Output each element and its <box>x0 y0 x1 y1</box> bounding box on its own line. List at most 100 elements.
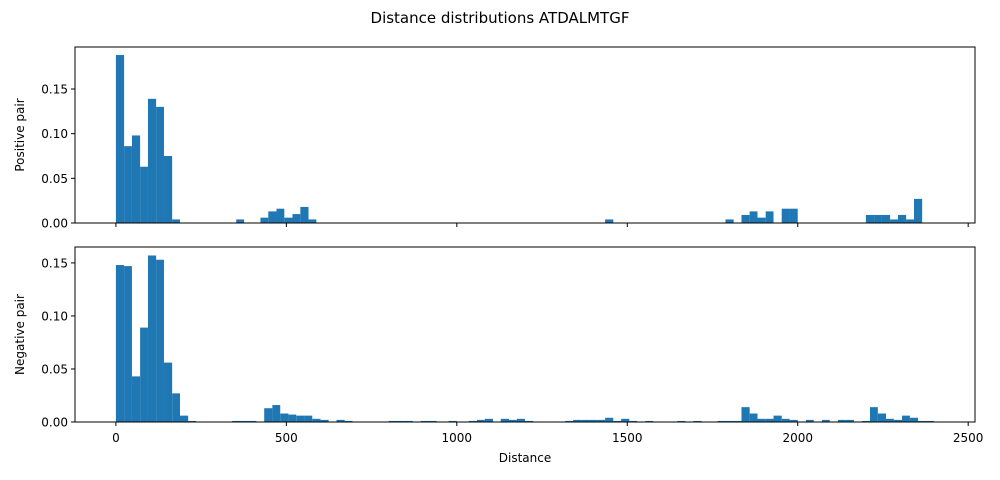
histogram-bar <box>781 208 790 223</box>
histogram-bar <box>396 420 405 422</box>
histogram-bar <box>336 419 345 422</box>
histogram-bar <box>605 417 614 422</box>
y-tick-label: 0.10 <box>41 309 68 323</box>
x-tick-label: 1000 <box>442 431 473 445</box>
histogram-bar <box>693 420 702 422</box>
histogram-bar <box>717 420 726 422</box>
histogram-bar <box>918 420 926 422</box>
histogram-bar <box>147 98 157 223</box>
histogram-bars <box>115 55 923 224</box>
histogram-bar <box>156 106 164 223</box>
histogram-bar <box>288 414 297 422</box>
y-tick-label: 0.10 <box>41 127 68 141</box>
y-axis-label: Positive pair <box>13 98 27 171</box>
histogram-bar <box>749 413 758 422</box>
histogram-bar <box>163 155 173 223</box>
histogram-bar <box>909 417 919 422</box>
histogram-bar <box>180 415 189 422</box>
histogram-bar <box>312 418 321 422</box>
histogram-bar <box>272 405 281 422</box>
histogram-bar <box>757 418 766 422</box>
histogram-bar <box>124 146 132 223</box>
histogram-bar <box>115 265 125 422</box>
histogram-bar <box>508 419 517 422</box>
histogram-bar <box>893 419 903 422</box>
histogram-bar <box>140 327 148 422</box>
histogram-bar <box>865 214 875 223</box>
histogram-bar <box>757 217 766 223</box>
histogram-bar <box>131 135 141 223</box>
histogram-bar <box>404 420 413 422</box>
y-tick-label: 0.00 <box>41 217 68 231</box>
histogram-bar <box>725 420 734 422</box>
histogram-bar <box>897 214 907 223</box>
histogram-bar <box>276 208 285 223</box>
axes-frame <box>74 246 976 423</box>
x-tick-label: 1500 <box>612 431 643 445</box>
histogram-bar <box>156 259 164 422</box>
histogram-bar <box>677 420 686 422</box>
histogram-bar <box>565 420 574 422</box>
histogram-bar <box>344 420 353 422</box>
histogram-bar <box>821 419 830 422</box>
histogram-bar <box>388 420 397 422</box>
histogram-bar <box>741 214 750 223</box>
histogram-bar <box>448 420 457 422</box>
subplot-1: 0.00 0.05 0.10 0.15 Positive pair <box>13 46 976 231</box>
histogram-bar <box>902 415 910 422</box>
histogram-bar <box>725 219 734 223</box>
y-tick-label: 0.05 <box>41 362 68 376</box>
histogram-bar <box>621 418 630 422</box>
histogram-bar <box>573 419 582 422</box>
x-tick-label: 2000 <box>782 431 813 445</box>
histogram-bar <box>131 376 141 422</box>
histogram-bar <box>890 219 898 223</box>
histogram-bar <box>645 420 654 422</box>
histogram-bar <box>284 217 293 223</box>
histogram-bar <box>733 420 742 422</box>
x-axis-label: Distance <box>499 451 551 465</box>
axes-frame <box>74 46 976 224</box>
histogram-bar <box>789 208 798 223</box>
histogram-bar <box>428 420 437 422</box>
x-tick-label: 0 <box>112 431 120 445</box>
histogram-bar <box>629 420 638 422</box>
histogram-bar <box>877 413 887 422</box>
histogram-bar <box>280 413 289 422</box>
subplots: 0.00 0.05 0.10 0.15 Positive pair 0 500 1000 150… <box>13 46 983 465</box>
x-tick-label: 500 <box>275 431 298 445</box>
histogram-bar <box>248 420 257 422</box>
histogram-bar <box>870 407 878 422</box>
figure-title: Distance distributions ATDALMTGF <box>371 9 630 27</box>
histogram-bar <box>597 419 606 422</box>
histogram-bar <box>845 419 854 422</box>
y-tick-label: 0.00 <box>41 416 68 430</box>
histogram-bar <box>172 393 180 422</box>
subplot-2: 0 500 1000 1500 2000 2500 0.00 0.05 0.10 0.15 Nega… <box>13 246 983 465</box>
histogram-bar <box>468 420 477 422</box>
histogram-bar <box>605 219 614 223</box>
histogram-bar <box>260 217 269 223</box>
histogram-bar <box>741 407 750 422</box>
histogram-bar <box>525 420 534 422</box>
histogram-bar <box>268 211 277 223</box>
histogram-bar <box>874 214 882 223</box>
histogram-bar <box>163 362 173 422</box>
histogram-bar <box>925 420 935 422</box>
histogram-bar <box>292 214 301 223</box>
histogram-bars <box>115 255 935 422</box>
histogram-bar <box>516 418 525 422</box>
histogram-bar <box>124 266 132 422</box>
histogram-bar <box>581 419 590 422</box>
histogram-bar <box>805 419 814 422</box>
histogram-bar <box>613 420 622 422</box>
y-tick-label: 0.05 <box>41 172 68 186</box>
histogram-bar <box>115 55 125 224</box>
histogram-bar <box>140 166 148 223</box>
histogram-bar <box>765 418 774 422</box>
histogram-bar <box>264 408 273 422</box>
histogram-bar <box>308 219 317 223</box>
histogram-bar <box>749 211 758 223</box>
histogram-bar <box>232 420 241 422</box>
histogram-bar <box>789 419 798 422</box>
